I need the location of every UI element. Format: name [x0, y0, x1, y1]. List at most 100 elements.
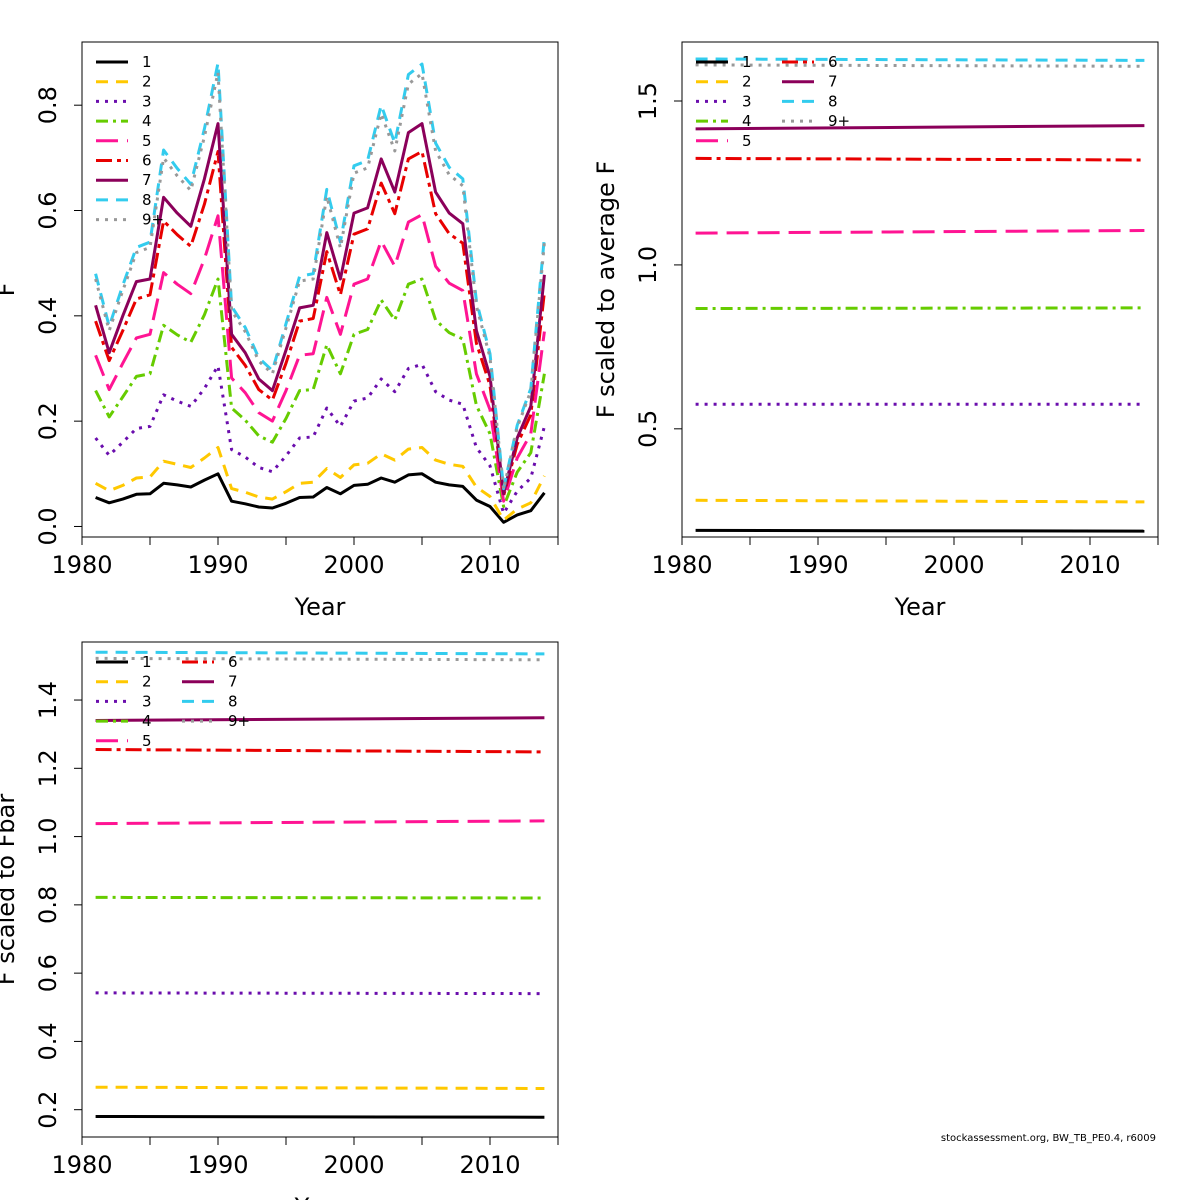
legend-label: 5	[142, 732, 152, 750]
x-tick-label: 1990	[787, 551, 848, 579]
y-axis: 0.2 0.4 0.6 0.8 1.0 1.2 1.4 F scaled to Fbar	[0, 681, 83, 1129]
y-tick-label: 1.5	[634, 82, 662, 120]
series-line-2	[695, 498, 1145, 504]
series-line-5	[94, 213, 546, 503]
panel-f: 1980 1990 2000 2010 Year 0.0 0.2 0.4 0.6 0.8 F 1 23 4…	[0, 41, 559, 621]
y-tick-label: 0.0	[34, 507, 62, 545]
legend-label: 8	[228, 692, 238, 710]
legend-label: 1	[742, 53, 752, 71]
y-axis-title: F scaled to Fbar	[0, 794, 20, 986]
legend-label: 1	[142, 653, 152, 671]
x-tick-label: 1980	[51, 551, 112, 579]
x-tick-label: 1990	[187, 1151, 248, 1179]
legend-label: 5	[142, 132, 152, 150]
legend-label: 2	[142, 673, 152, 691]
x-tick-label: 1990	[187, 551, 248, 579]
series-line-6	[95, 748, 545, 754]
series-line-9plus	[695, 63, 1145, 68]
series-line-3	[94, 362, 546, 515]
series-line-9plus	[95, 656, 545, 662]
x-tick-label: 2000	[923, 551, 984, 579]
x-tick-label: 2000	[323, 1151, 384, 1179]
legend-label: 1	[142, 53, 152, 71]
y-tick-label: 0.8	[34, 886, 62, 924]
legend-label: 2	[742, 73, 752, 91]
plot-frame	[81, 641, 559, 1138]
y-tick-label: 0.2	[34, 402, 62, 440]
series-line-5	[695, 229, 1145, 235]
series-line-2	[95, 1085, 545, 1090]
series-line-8	[695, 57, 1145, 62]
y-tick-label: 0.2	[34, 1091, 62, 1129]
series-line-4	[94, 277, 546, 508]
series-line-6	[94, 150, 546, 498]
series-line-3	[95, 991, 545, 996]
legend-label: 8	[828, 92, 838, 110]
legend-label: 4	[742, 112, 752, 130]
x-tick-label: 2000	[323, 551, 384, 579]
legend-label: 4	[142, 112, 152, 130]
series-line-7	[695, 124, 1145, 131]
legend-label: 4	[142, 712, 152, 730]
legend-label: 9+	[828, 112, 850, 130]
y-tick-label: 1.4	[34, 681, 62, 719]
y-axis: 0.5 1.0 1.5 F scaled to average F	[592, 82, 683, 448]
y-tick-label: 0.6	[34, 954, 62, 992]
series-group	[695, 57, 1145, 533]
x-axis-title: Year	[294, 593, 346, 621]
series-line-1	[695, 528, 1145, 533]
panel-f-scaled-fbar: 1980 1990 2000 2010 Year 0.2 0.4 0.6 0.8 1.0 1.2 1.…	[0, 641, 559, 1200]
series-line-7	[94, 122, 546, 496]
legend-label: 5	[742, 132, 752, 150]
series-group	[95, 650, 545, 1119]
legend-label: 8	[142, 191, 152, 209]
series-line-7	[95, 716, 545, 722]
legend-label: 6	[142, 152, 152, 170]
legend-label: 3	[742, 92, 752, 110]
y-tick-label: 0.5	[634, 410, 662, 448]
series-line-9plus	[94, 71, 546, 492]
series-line-6	[695, 156, 1145, 162]
x-tick-label: 2010	[1059, 551, 1120, 579]
x-axis-title: Year	[894, 593, 946, 621]
y-tick-label: 0.4	[34, 1022, 62, 1060]
y-tick-label: 1.0	[634, 246, 662, 284]
x-tick-label: 1980	[651, 551, 712, 579]
plot-frame	[681, 41, 1159, 538]
legend-label: 9+	[142, 211, 164, 229]
legend-label: 7	[142, 171, 152, 189]
series-line-8	[95, 650, 545, 656]
legend-label: 7	[828, 73, 838, 91]
y-axis: 0.0 0.2 0.4 0.6 0.8 F	[0, 86, 83, 546]
y-tick-label: 0.4	[34, 297, 62, 335]
series-line-4	[695, 306, 1145, 310]
legend-label: 3	[142, 692, 152, 710]
y-tick-label: 0.6	[34, 191, 62, 229]
panel-f-scaled-average: 1980 1990 2000 2010 Year 0.5 1.0 1.5 F scaled to…	[592, 41, 1159, 621]
legend-label: 6	[828, 53, 838, 71]
legend-label: 9+	[228, 712, 250, 730]
x-axis: 1980 1990 2000 2010 Year	[51, 536, 559, 621]
series-line-4	[95, 895, 545, 900]
legend-label: 7	[228, 673, 238, 691]
y-axis-title: F scaled to average F	[592, 161, 620, 419]
x-tick-label: 2010	[459, 551, 520, 579]
series-group	[94, 61, 546, 524]
footer-credit: stockassessment.org, BW_TB_PE0.4, r6009	[940, 1133, 1156, 1144]
series-line-5	[95, 819, 545, 826]
y-tick-label: 1.2	[34, 749, 62, 787]
legend-label: 6	[228, 653, 238, 671]
x-tick-label: 2010	[459, 1151, 520, 1179]
legend-label: 2	[142, 73, 152, 91]
y-tick-label: 1.0	[34, 818, 62, 856]
x-axis: 1980 1990 2000 2010 Year	[651, 536, 1159, 621]
y-axis-title: F	[0, 283, 20, 297]
x-tick-label: 1980	[51, 1151, 112, 1179]
series-line-8	[94, 61, 546, 491]
series-line-1	[95, 1115, 545, 1119]
series-line-1	[95, 472, 546, 524]
y-tick-label: 0.8	[34, 86, 62, 124]
